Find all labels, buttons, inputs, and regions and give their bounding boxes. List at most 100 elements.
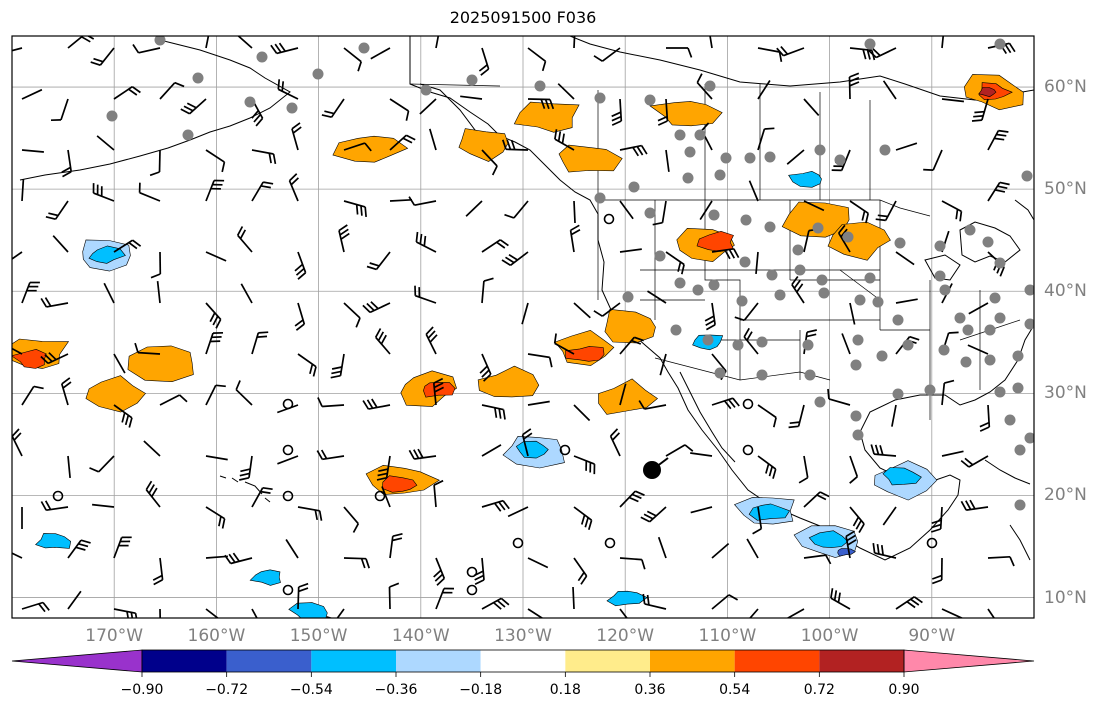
wind-barb [830,588,851,610]
wind-barb [389,532,403,559]
wind-barb [553,333,575,355]
station-dot [732,339,744,351]
contour-region [127,345,194,383]
calm-circles [52,213,938,596]
wind-barb [619,557,646,570]
wind-barb [389,198,413,202]
wind-barb [527,400,550,406]
wind-barb [757,455,777,479]
station-dot [1024,318,1034,330]
wind-barb [573,404,591,422]
wind-barb [113,608,138,618]
wind-barb [521,428,533,457]
station-dot [924,384,936,396]
station-dot [594,192,606,204]
station-dot [674,277,686,289]
station-dot [954,312,966,324]
station-dot [740,214,752,226]
wind-barb [757,127,775,151]
station-dot [864,272,876,284]
wind-barb [205,331,224,355]
wind-barb [317,397,345,408]
lat-tick-label: 10°N [1044,587,1087,608]
wind-barb [21,178,25,202]
wind-barb [941,608,963,618]
wind-barb [205,384,226,406]
station-dot [358,42,370,54]
station-dot [682,172,694,184]
calm-circle [282,490,294,502]
wind-barb [941,36,945,49]
wind-barb [554,129,575,151]
station-dot [720,152,732,164]
colorbar-over-extension [903,649,1035,673]
wind-barb [366,251,391,271]
wind-barb [150,251,162,279]
wind-barb [504,200,529,219]
wind-barb [941,200,963,222]
wind-barb [895,298,918,304]
wind-barb [803,98,820,116]
contour-region [85,375,146,413]
station-dot [256,51,268,63]
wind-barb [435,587,455,610]
wind-barb [237,36,253,49]
wind-barb [827,388,851,406]
wind-barb [149,149,161,177]
colorbar-cell [480,650,566,672]
wind-barb [408,196,437,207]
wind-barb [481,239,509,253]
calm-circle [52,490,64,502]
station-dot [962,324,974,336]
station-dot [1012,382,1024,394]
wind-barb [180,98,207,115]
wind-barb [113,404,133,428]
station-dot [802,339,814,351]
wind-barb [12,47,23,52]
wind-barb [845,530,857,559]
wind-barb [152,557,164,586]
wind-barb [573,36,576,49]
wind-barb [251,181,274,202]
wind-barb [481,499,510,512]
station-dot [766,269,778,281]
wind-barb [704,302,716,331]
station-dot [804,369,816,381]
wind-barb [251,149,277,165]
wind-barb [113,239,142,253]
contour-region [35,533,72,549]
wind-barb [277,79,299,100]
wind-barb [757,47,783,62]
contour-region [882,467,922,486]
wind-barb [481,597,510,610]
station-dot [964,224,976,236]
wind-barb [481,444,502,457]
wind-barb [113,536,132,559]
lon-tick-label: 130°W [494,626,552,646]
wind-barb [611,98,623,126]
station-dot [312,68,324,80]
contour-region [515,440,549,459]
wind-barb [251,331,269,355]
station-dot [814,396,826,408]
wind-barb [791,275,805,304]
station-dot [674,129,686,141]
station-dot [982,236,994,248]
wind-barb [572,586,575,610]
station-dot [739,256,751,268]
wind-barb [619,248,642,253]
wind-barb [343,142,372,152]
wind-barb [481,277,494,304]
station-dot [654,250,666,262]
wind-barb [638,400,667,410]
station-dot [466,74,478,86]
wind-barb [748,180,759,202]
contour-region [808,530,849,548]
colorbar-cell [142,650,227,672]
colorbar-tick-label: −0.54 [289,682,333,698]
wind-barb [205,149,226,173]
wind-barb [665,251,685,275]
map-title: 2025091500 F036 [449,8,597,27]
station-dot [714,169,726,181]
station-dot [1021,170,1033,182]
